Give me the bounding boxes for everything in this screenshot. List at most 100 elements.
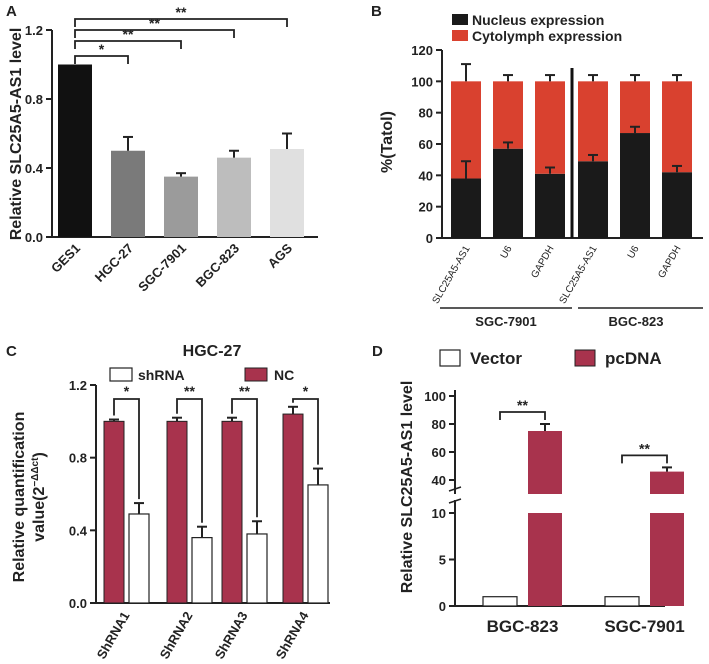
- significance-bracket: [499, 411, 546, 420]
- category-label: SLC25A5-AS1: [431, 244, 473, 306]
- group-label-bgc: BGC-823: [609, 314, 664, 329]
- bar: [164, 176, 198, 237]
- category-label: U6: [626, 244, 642, 261]
- significance-bracket: [231, 398, 258, 518]
- panel-d: D Vector pcDNA Relative SLC25A5-AS1 leve…: [372, 343, 685, 636]
- legend-label-pcdna: pcDNA: [605, 349, 662, 368]
- panel-b-ylabel: %(Tatol): [379, 111, 396, 173]
- significance-bracket: [292, 398, 319, 465]
- y-tick-label: 40: [432, 473, 446, 488]
- significance-bracket: [621, 454, 668, 464]
- significance-label: *: [124, 383, 130, 399]
- y-tick-label: 0.0: [25, 230, 43, 245]
- panel-d-ylabel: Relative SLC25A5-AS1 level: [399, 381, 416, 594]
- bar-nucleus: [662, 172, 692, 238]
- bar-nucleus: [493, 148, 523, 238]
- category-label: BGC-823: [193, 241, 242, 290]
- significance-label: **: [239, 383, 250, 399]
- significance-label: **: [176, 4, 187, 20]
- y-tick-label: 0.4: [25, 161, 44, 176]
- y-tick-label: 60: [432, 445, 446, 460]
- bar: [217, 157, 251, 237]
- panel-d-label: D: [372, 343, 383, 360]
- significance-label: **: [149, 15, 160, 31]
- panel-c: C HGC-27 shRNA NC Relative quantificatio…: [6, 343, 330, 662]
- y-tick-label: 120: [411, 43, 433, 58]
- legend-swatch-shrna: [109, 367, 133, 382]
- category-label: ShRNA2: [157, 609, 196, 662]
- y-tick-label: 5: [439, 553, 446, 568]
- category-label: BGC-823: [487, 617, 559, 636]
- bar-vector: [482, 596, 518, 607]
- category-label: U6: [499, 244, 515, 261]
- panel-b: B Nucleus expression Cytolymph expressio…: [371, 3, 703, 329]
- legend-label-nc: NC: [274, 367, 294, 383]
- panel-a-ylabel: Relative SLC25A5-AS1 level: [8, 28, 25, 241]
- y-tick-label: 0: [426, 231, 433, 246]
- legend-swatch-nc: [244, 367, 268, 382]
- y-tick-label: 1.2: [25, 23, 43, 38]
- y-tick-label: 80: [419, 106, 433, 121]
- y-tick-label: 10: [432, 506, 446, 521]
- group-label-sgc: SGC-7901: [475, 314, 536, 329]
- panel-b-label: B: [371, 3, 382, 20]
- significance-label: **: [639, 440, 650, 456]
- bar-cytolymph: [535, 81, 565, 174]
- bar-shrna: [191, 536, 213, 604]
- significance-bracket: [74, 18, 288, 27]
- bar-nucleus: [620, 133, 650, 238]
- bar-cytolymph: [493, 81, 523, 149]
- bar-shrna: [246, 533, 268, 604]
- significance-label: *: [303, 383, 309, 399]
- bar-nc: [221, 420, 243, 604]
- bar: [58, 64, 92, 237]
- bar-shrna: [128, 513, 150, 604]
- y-tick-label: 0.4: [69, 523, 88, 538]
- significance-label: **: [123, 26, 134, 42]
- category-label: AGS: [265, 240, 296, 271]
- bar: [111, 150, 145, 237]
- bar-cytolymph: [620, 81, 650, 134]
- category-label: SGC-7901: [604, 617, 684, 636]
- axis-break-mark-upper: [448, 486, 462, 492]
- significance-bracket: [74, 55, 129, 64]
- significance-bracket: [113, 398, 140, 500]
- bar-nucleus: [578, 161, 608, 238]
- y-tick-label: 80: [432, 417, 446, 432]
- bar-pcdna-upper: [528, 431, 562, 494]
- category-label: GAPDH: [529, 244, 556, 280]
- significance-label: **: [184, 383, 195, 399]
- panel-a: A Relative SLC25A5-AS1 level 0.0 0.4 0.8 1.…: [6, 3, 318, 295]
- category-label: GAPDH: [656, 244, 683, 280]
- significance-bracket: [74, 40, 182, 49]
- bar-nc: [166, 420, 188, 604]
- y-tick-label: 0: [439, 599, 446, 614]
- panel-c-ylabel-line2: value(2−ΔΔct): [30, 452, 48, 542]
- bar-shrna: [307, 484, 329, 604]
- y-tick-label: 0.0: [69, 596, 87, 611]
- category-label: SGC-7901: [135, 241, 189, 295]
- axis-break-mark-lower: [448, 498, 462, 504]
- bar-pcdna-lower: [528, 513, 562, 606]
- y-tick-label: 60: [419, 137, 433, 152]
- y-tick-label: 0.8: [25, 92, 43, 107]
- y-tick-label: 40: [419, 168, 433, 183]
- bar: [270, 149, 304, 237]
- significance-bracket: [176, 398, 203, 523]
- y-tick-label: 100: [411, 74, 433, 89]
- bar-nucleus: [451, 178, 481, 238]
- bar-nc: [282, 413, 304, 604]
- category-label: GES1: [48, 241, 83, 276]
- panel-a-label: A: [6, 3, 17, 20]
- legend-swatch-pcdna: [574, 349, 596, 367]
- bar-nucleus: [535, 173, 565, 238]
- category-label: ShRNA1: [94, 609, 133, 662]
- bar-cytolymph: [662, 81, 692, 173]
- y-tick-label: 1.2: [69, 378, 87, 393]
- category-label: HGC-27: [92, 241, 136, 285]
- panel-c-ylabel-line1: Relative quantification: [11, 412, 28, 583]
- significance-label: **: [517, 397, 528, 413]
- category-label: ShRNA4: [273, 608, 312, 661]
- legend-label-nucleus: Nucleus expression: [472, 12, 604, 28]
- legend-swatch-nucleus: [452, 14, 468, 25]
